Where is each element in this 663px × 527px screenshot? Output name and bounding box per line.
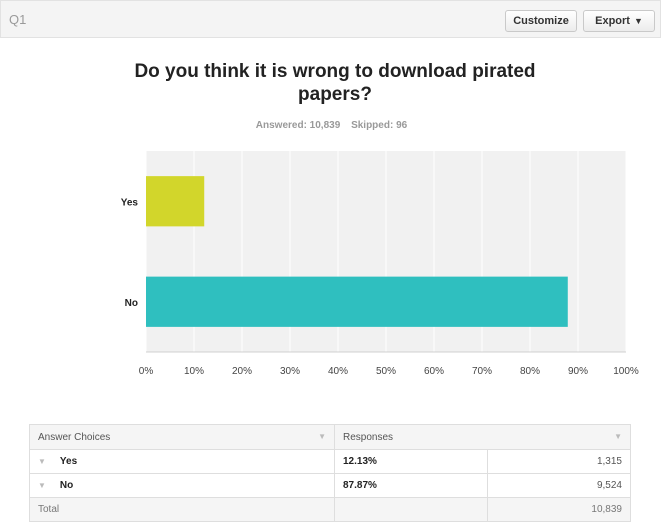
x-tick-label: 10% xyxy=(184,366,204,377)
choice-label: Yes xyxy=(59,456,78,467)
x-tick-label: 60% xyxy=(424,366,444,377)
x-tick-label: 0% xyxy=(139,366,154,377)
customize-button[interactable]: Customize xyxy=(505,10,577,32)
x-tick-label: 70% xyxy=(472,366,492,377)
category-labels: Yes No xyxy=(121,197,139,309)
answer-choices-label: Answer Choices xyxy=(38,431,111,443)
column-header-answer-choices[interactable]: Answer Choices ▼ xyxy=(29,424,335,450)
caret-down-icon: ▼ xyxy=(633,16,643,26)
bar-no[interactable] xyxy=(146,276,568,327)
choice-cell[interactable]: ▼ No xyxy=(29,473,335,498)
count-cell: 9,524 xyxy=(486,473,632,498)
answered-count: Answered: 10,839 xyxy=(255,120,341,131)
bars xyxy=(146,176,568,327)
sort-icon: ▼ xyxy=(614,431,622,441)
x-tick-label: 30% xyxy=(280,366,300,377)
percent-cell: 87.87% xyxy=(334,473,488,498)
x-tick-label: 40% xyxy=(328,366,348,377)
bar-yes[interactable] xyxy=(146,176,205,227)
column-header-responses[interactable]: Responses ▼ xyxy=(334,424,631,450)
total-label: Total xyxy=(29,497,335,522)
category-label: No xyxy=(125,298,138,309)
x-tick-label: 50% xyxy=(376,366,396,377)
tick-labels: 0% 10% 20% 30% 40% 50% 60% 70% 80% 90% 100% xyxy=(139,366,639,377)
count-cell: 1,315 xyxy=(486,449,632,474)
customize-label: Customize xyxy=(513,15,569,27)
sort-icon: ▼ xyxy=(318,431,326,441)
response-table: Answer Choices ▼ Responses ▼ ▼ Yes 12.13%… xyxy=(29,424,632,522)
expand-icon: ▼ xyxy=(38,481,46,490)
table-row: ▼ No 87.87% 9,524 xyxy=(29,473,632,498)
response-summary: Answered: 10,839 Skipped: 96 xyxy=(0,120,663,131)
category-label: Yes xyxy=(121,197,139,208)
table-row: ▼ Yes 12.13% 1,315 xyxy=(29,449,632,474)
skipped-count: Skipped: 96 xyxy=(351,120,408,131)
export-button[interactable]: Export ▼ xyxy=(583,10,655,32)
percent-cell: 12.13% xyxy=(334,449,488,474)
question-header-bar: Q1 Customize Export ▼ xyxy=(0,0,661,38)
choice-cell[interactable]: ▼ Yes xyxy=(29,449,335,474)
x-tick-label: 20% xyxy=(232,366,252,377)
x-tick-label: 90% xyxy=(568,366,588,377)
total-count: 10,839 xyxy=(486,497,632,522)
responses-label: Responses xyxy=(343,431,394,443)
bar-chart: Yes No 0% 10% 20% 30% 40% 50% 60% 70% 80% 90% 100% xyxy=(121,151,639,377)
total-empty xyxy=(334,497,488,522)
expand-icon: ▼ xyxy=(38,457,46,466)
x-tick-label: 100% xyxy=(613,366,639,377)
x-tick-label: 80% xyxy=(520,366,540,377)
export-label: Export xyxy=(595,15,630,27)
question-number: Q1 xyxy=(9,12,27,27)
chart-title: Do you think it is wrong to download pir… xyxy=(134,61,536,105)
choice-label: No xyxy=(59,480,74,491)
total-row: Total 10,839 xyxy=(29,497,632,522)
